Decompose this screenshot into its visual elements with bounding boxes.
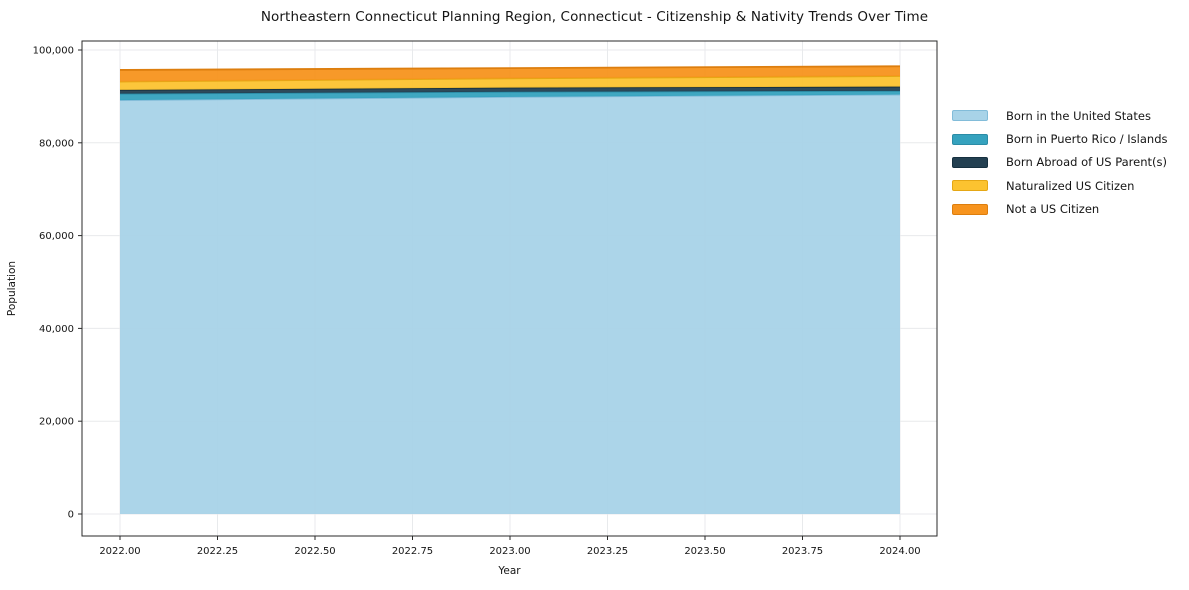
x-tick-label: 2022.25: [197, 546, 238, 557]
chart-title: Northeastern Connecticut Planning Region…: [260, 9, 929, 25]
legend-label-4: Not a US Citizen: [1006, 202, 1100, 217]
x-tick-label: 2024.00: [879, 546, 920, 557]
area-band-0: [120, 94, 900, 514]
area-band-3: [120, 75, 900, 90]
x-tick-label: 2023.75: [782, 546, 823, 557]
legend-swatch-4: [952, 203, 988, 215]
area-edge-4: [119, 65, 901, 71]
x-tick-label: 2022.00: [99, 546, 140, 557]
area-band-2: [120, 86, 900, 94]
legend: Born in the United States Born in Puerto …: [952, 104, 1168, 221]
legend-label-2: Born Abroad of US Parent(s): [1006, 155, 1167, 170]
legend-swatch-2: [952, 156, 988, 168]
area-band-4: [120, 66, 900, 82]
y-tick-label: 40,000: [39, 324, 74, 335]
legend-row-4: Not a US Citizen: [952, 198, 1168, 221]
y-tick-label: 20,000: [39, 417, 74, 428]
legend-row-3: Naturalized US Citizen: [952, 174, 1168, 197]
legend-swatch-1: [952, 133, 988, 145]
x-tick-label: 2022.50: [294, 546, 335, 557]
legend-label-0: Born in the United States: [1006, 108, 1151, 123]
x-tick-label: 2022.75: [392, 546, 433, 557]
x-tick-label: 2023.25: [587, 546, 628, 557]
legend-row-2: Born Abroad of US Parent(s): [952, 151, 1168, 174]
y-tick-label: 60,000: [39, 231, 74, 242]
legend-swatch-3: [952, 180, 988, 192]
y-tick-label: 80,000: [39, 138, 74, 149]
x-tick-label: 2023.50: [684, 546, 725, 557]
y-axis-label: Population: [6, 261, 18, 316]
legend-swatch-0: [952, 110, 988, 122]
legend-label-3: Naturalized US Citizen: [1006, 178, 1135, 193]
x-tick-label: 2023.00: [489, 546, 530, 557]
legend-row-1: Born in Puerto Rico / Islands: [952, 127, 1168, 150]
y-tick-label: 0: [68, 510, 74, 521]
legend-label-1: Born in Puerto Rico / Islands: [1006, 132, 1168, 147]
y-tick-label: 100,000: [33, 46, 74, 57]
legend-row-0: Born in the United States: [952, 104, 1168, 127]
x-axis-label: Year: [497, 565, 521, 577]
